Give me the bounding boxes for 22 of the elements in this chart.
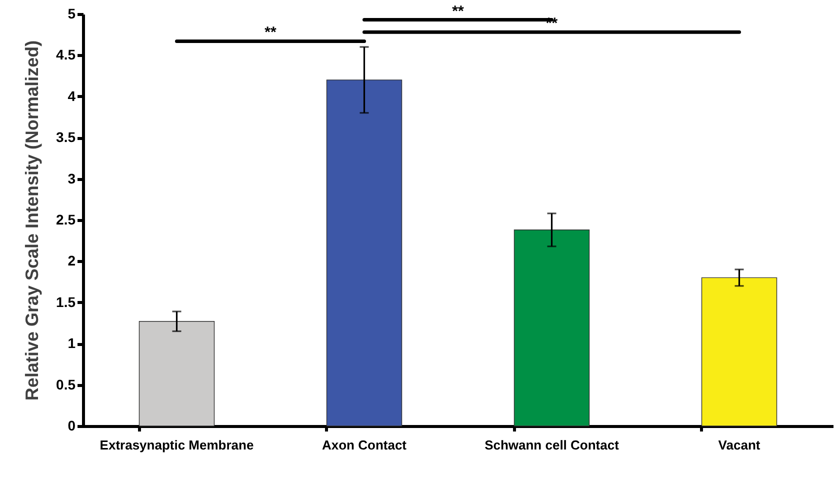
y-tick-label: 3.5 bbox=[56, 129, 76, 146]
y-tick-label: 4 bbox=[68, 88, 76, 104]
annotation: ** bbox=[452, 2, 464, 20]
x-tick-label: Axon Contact bbox=[322, 438, 408, 452]
y-tick-label: 0.5 bbox=[56, 376, 76, 392]
annotation: ** bbox=[264, 24, 276, 42]
x-tick-label: Extrasynaptic Membrane bbox=[100, 438, 254, 452]
y-tick-label: 1 bbox=[68, 335, 76, 352]
y-tick-label: 0 bbox=[68, 418, 76, 434]
x-tick-label: Schwann cell Contact bbox=[484, 438, 620, 452]
y-tick-label: 4.5 bbox=[56, 46, 76, 63]
bar bbox=[514, 230, 590, 426]
x-tick-label: Vacant bbox=[718, 438, 761, 452]
y-tick-label: 5 bbox=[68, 6, 76, 22]
bar bbox=[138, 321, 215, 426]
y-axis-title: Relative Gray Scale Intensity (Normalized) bbox=[22, 40, 42, 401]
y-tick-label: 2 bbox=[68, 252, 76, 269]
bar bbox=[701, 277, 778, 426]
y-tick-label: 1.5 bbox=[56, 294, 76, 310]
bar bbox=[326, 80, 402, 426]
y-tick-label: 2.5 bbox=[56, 212, 76, 228]
y-tick-label: 3 bbox=[68, 170, 76, 186]
